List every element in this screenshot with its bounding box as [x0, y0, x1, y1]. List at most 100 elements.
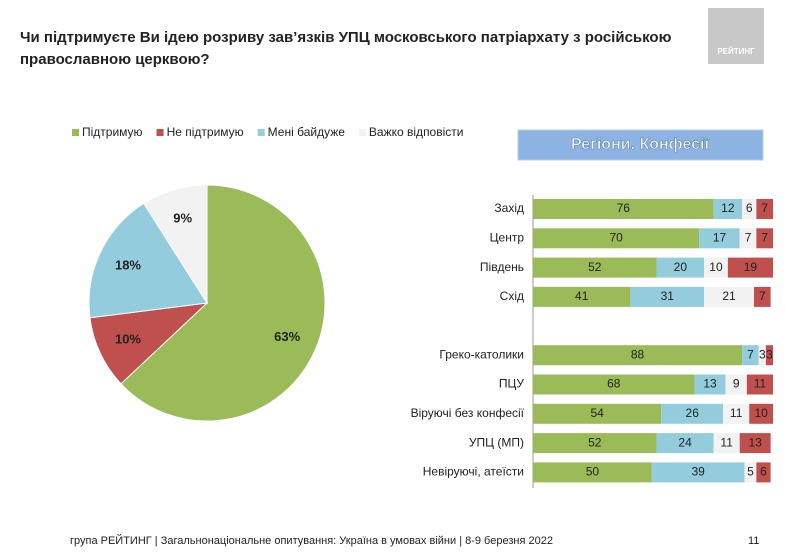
page-number: 11 [748, 535, 759, 547]
data-label: 9% [173, 211, 192, 226]
legend-swatch [72, 129, 79, 136]
data-label: 13 [748, 435, 762, 449]
legend-swatch [358, 129, 366, 136]
section-box [517, 129, 764, 161]
data-label: 20 [674, 260, 688, 274]
data-label: 3 [759, 347, 766, 361]
data-label: 3 [766, 347, 773, 361]
data-label: 13 [703, 377, 717, 391]
bar-segment [723, 403, 750, 424]
pie-slice [88, 202, 208, 319]
bar-segment [742, 199, 757, 219]
bar-segment [630, 286, 705, 307]
bar-segment [753, 286, 771, 307]
data-label: 68 [607, 377, 621, 391]
data-label: 10 [754, 406, 768, 420]
data-label: 6 [746, 201, 753, 215]
bar-segment [749, 403, 773, 424]
category-label: Захід [494, 201, 524, 215]
legend-label: Важко відповісти [369, 125, 464, 139]
data-label: 7 [747, 347, 754, 361]
bar-segment [651, 462, 745, 483]
logo-box [708, 8, 764, 64]
bar-segment [533, 228, 700, 249]
data-label: 9 [733, 377, 740, 391]
bar-segment [656, 257, 705, 278]
data-label: 52 [588, 260, 602, 274]
data-label: 70 [609, 230, 623, 244]
legend-label: Підтримую [82, 125, 143, 139]
bar-segment [725, 374, 747, 395]
bar-segment [742, 345, 759, 366]
category-label: УПЦ (МП) [469, 435, 524, 449]
category-label: Віруючі без конфесії [411, 406, 525, 420]
pie-slice [143, 184, 208, 305]
bar-segment [756, 228, 773, 249]
data-label: 11 [730, 406, 743, 420]
data-label: 5 [747, 465, 754, 479]
bar-segment [533, 345, 743, 366]
bar-segment [533, 286, 631, 307]
bar-segment [656, 433, 714, 454]
bar-segment [713, 199, 743, 219]
legend-swatch [257, 129, 265, 136]
data-label: 31 [661, 289, 675, 303]
bar-segment [533, 199, 714, 219]
data-label: 52 [588, 435, 602, 449]
category-label: Схід [500, 289, 524, 303]
data-label: 19 [744, 260, 758, 274]
data-label: 24 [678, 435, 692, 449]
data-label: 50 [586, 465, 600, 479]
category-label: Греко-католики [439, 347, 524, 361]
bar-segment [746, 374, 773, 395]
data-label: 17 [713, 230, 727, 244]
bar-segment [533, 374, 695, 395]
bar-segment [765, 345, 773, 366]
footer: група РЕЙТИНГ | Загальнонаціональне опит… [70, 534, 553, 547]
bar-segment [744, 462, 757, 483]
bar-segment [533, 462, 652, 483]
pie-slice [120, 184, 326, 422]
data-label: 41 [575, 289, 589, 303]
data-label: 7 [761, 230, 768, 244]
data-label: 7 [745, 230, 752, 244]
category-label: Південь [480, 260, 524, 274]
bar-segment [533, 433, 657, 454]
bar-segment [533, 403, 662, 424]
section-title: Регіони. Конфесії [571, 136, 709, 153]
category-label: ПЦУ [499, 377, 525, 391]
data-label: 10% [115, 332, 141, 347]
data-label: 6 [760, 465, 767, 479]
data-label: 88 [631, 347, 645, 361]
bar-segment [756, 199, 773, 219]
data-label: 21 [722, 289, 736, 303]
bar-segment [739, 433, 771, 454]
data-label: 26 [686, 406, 700, 420]
bar-segment [758, 345, 766, 366]
data-label: 7 [759, 289, 766, 303]
bar-segment [727, 257, 773, 278]
bar-segment [704, 286, 754, 307]
category-label: Центр [490, 230, 525, 244]
bar-segment [713, 433, 740, 454]
bar-segment [739, 228, 757, 249]
bar-segment [533, 257, 657, 278]
bar-segment [756, 462, 771, 483]
data-label: 10 [709, 260, 723, 274]
data-label: 11 [754, 377, 767, 391]
bar-segment [661, 403, 724, 424]
bar-segment [694, 374, 726, 395]
data-label: 11 [720, 435, 733, 449]
data-label: 39 [691, 465, 705, 479]
legend-label: Мені байдуже [268, 125, 346, 139]
bar-segment [699, 228, 740, 249]
data-label: 54 [590, 406, 604, 420]
title: Чи підтримуєте Ви ідею розриву зав’язків… [20, 29, 672, 68]
logo: РЕЙТИНГ [717, 47, 755, 56]
data-label: 7 [761, 201, 768, 215]
legend-swatch [156, 129, 164, 136]
data-label: 18% [115, 257, 141, 272]
data-label: 76 [617, 201, 631, 215]
